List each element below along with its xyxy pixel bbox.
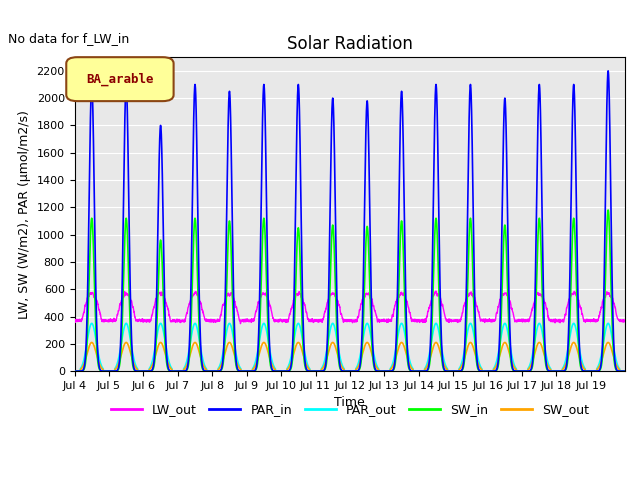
PAR_out <box>502 322 509 327</box>
Line: PAR_out: PAR_out <box>74 324 625 371</box>
Title: Solar Radiation: Solar Radiation <box>287 35 413 53</box>
Text: No data for f_LW_in: No data for f_LW_in <box>8 32 130 45</box>
SW_out <box>494 360 502 365</box>
Y-axis label: LW, SW (W/m2), PAR (μmol/m2/s): LW, SW (W/m2), PAR (μmol/m2/s) <box>18 110 31 319</box>
SW_out <box>70 368 78 374</box>
LW_out <box>70 318 78 324</box>
SW_in <box>477 368 485 374</box>
Text: BA_arable: BA_arable <box>86 72 154 86</box>
PAR_in <box>604 68 612 74</box>
SW_in <box>493 366 501 372</box>
SW_in <box>604 207 612 213</box>
SW_out <box>621 368 629 374</box>
PAR_out <box>494 354 502 360</box>
LW_out <box>433 288 440 294</box>
FancyBboxPatch shape <box>67 57 173 101</box>
SW_out <box>88 339 95 345</box>
PAR_out <box>70 368 78 374</box>
Line: SW_in: SW_in <box>74 210 625 371</box>
X-axis label: Time: Time <box>334 396 365 409</box>
PAR_in <box>427 334 435 339</box>
PAR_out <box>438 347 445 352</box>
LW_out <box>502 290 510 296</box>
LW_out <box>237 321 244 326</box>
SW_in <box>621 368 629 374</box>
PAR_out <box>427 342 435 348</box>
PAR_in <box>502 110 509 116</box>
Line: LW_out: LW_out <box>74 291 625 324</box>
PAR_in <box>70 368 78 374</box>
PAR_in <box>438 344 445 350</box>
Legend: LW_out, PAR_in, PAR_out, SW_in, SW_out: LW_out, PAR_in, PAR_out, SW_in, SW_out <box>106 398 594 421</box>
PAR_out <box>621 368 629 374</box>
PAR_in <box>166 368 173 373</box>
LW_out <box>621 317 629 323</box>
SW_in <box>427 350 435 356</box>
SW_out <box>502 340 509 346</box>
Line: PAR_in: PAR_in <box>74 71 625 371</box>
SW_in <box>438 355 445 361</box>
PAR_out <box>478 366 486 372</box>
SW_in <box>166 368 173 373</box>
SW_in <box>502 230 509 236</box>
Line: SW_out: SW_out <box>74 342 625 371</box>
LW_out <box>438 303 446 309</box>
SW_out <box>478 367 486 372</box>
SW_out <box>438 355 445 361</box>
PAR_in <box>621 368 629 374</box>
SW_out <box>166 364 173 370</box>
LW_out <box>166 313 173 319</box>
PAR_in <box>493 363 501 369</box>
SW_in <box>70 368 78 374</box>
LW_out <box>427 300 435 305</box>
PAR_in <box>477 368 485 374</box>
PAR_out <box>88 321 95 326</box>
LW_out <box>494 305 502 311</box>
SW_out <box>427 353 435 359</box>
LW_out <box>478 317 486 323</box>
PAR_out <box>166 360 173 366</box>
